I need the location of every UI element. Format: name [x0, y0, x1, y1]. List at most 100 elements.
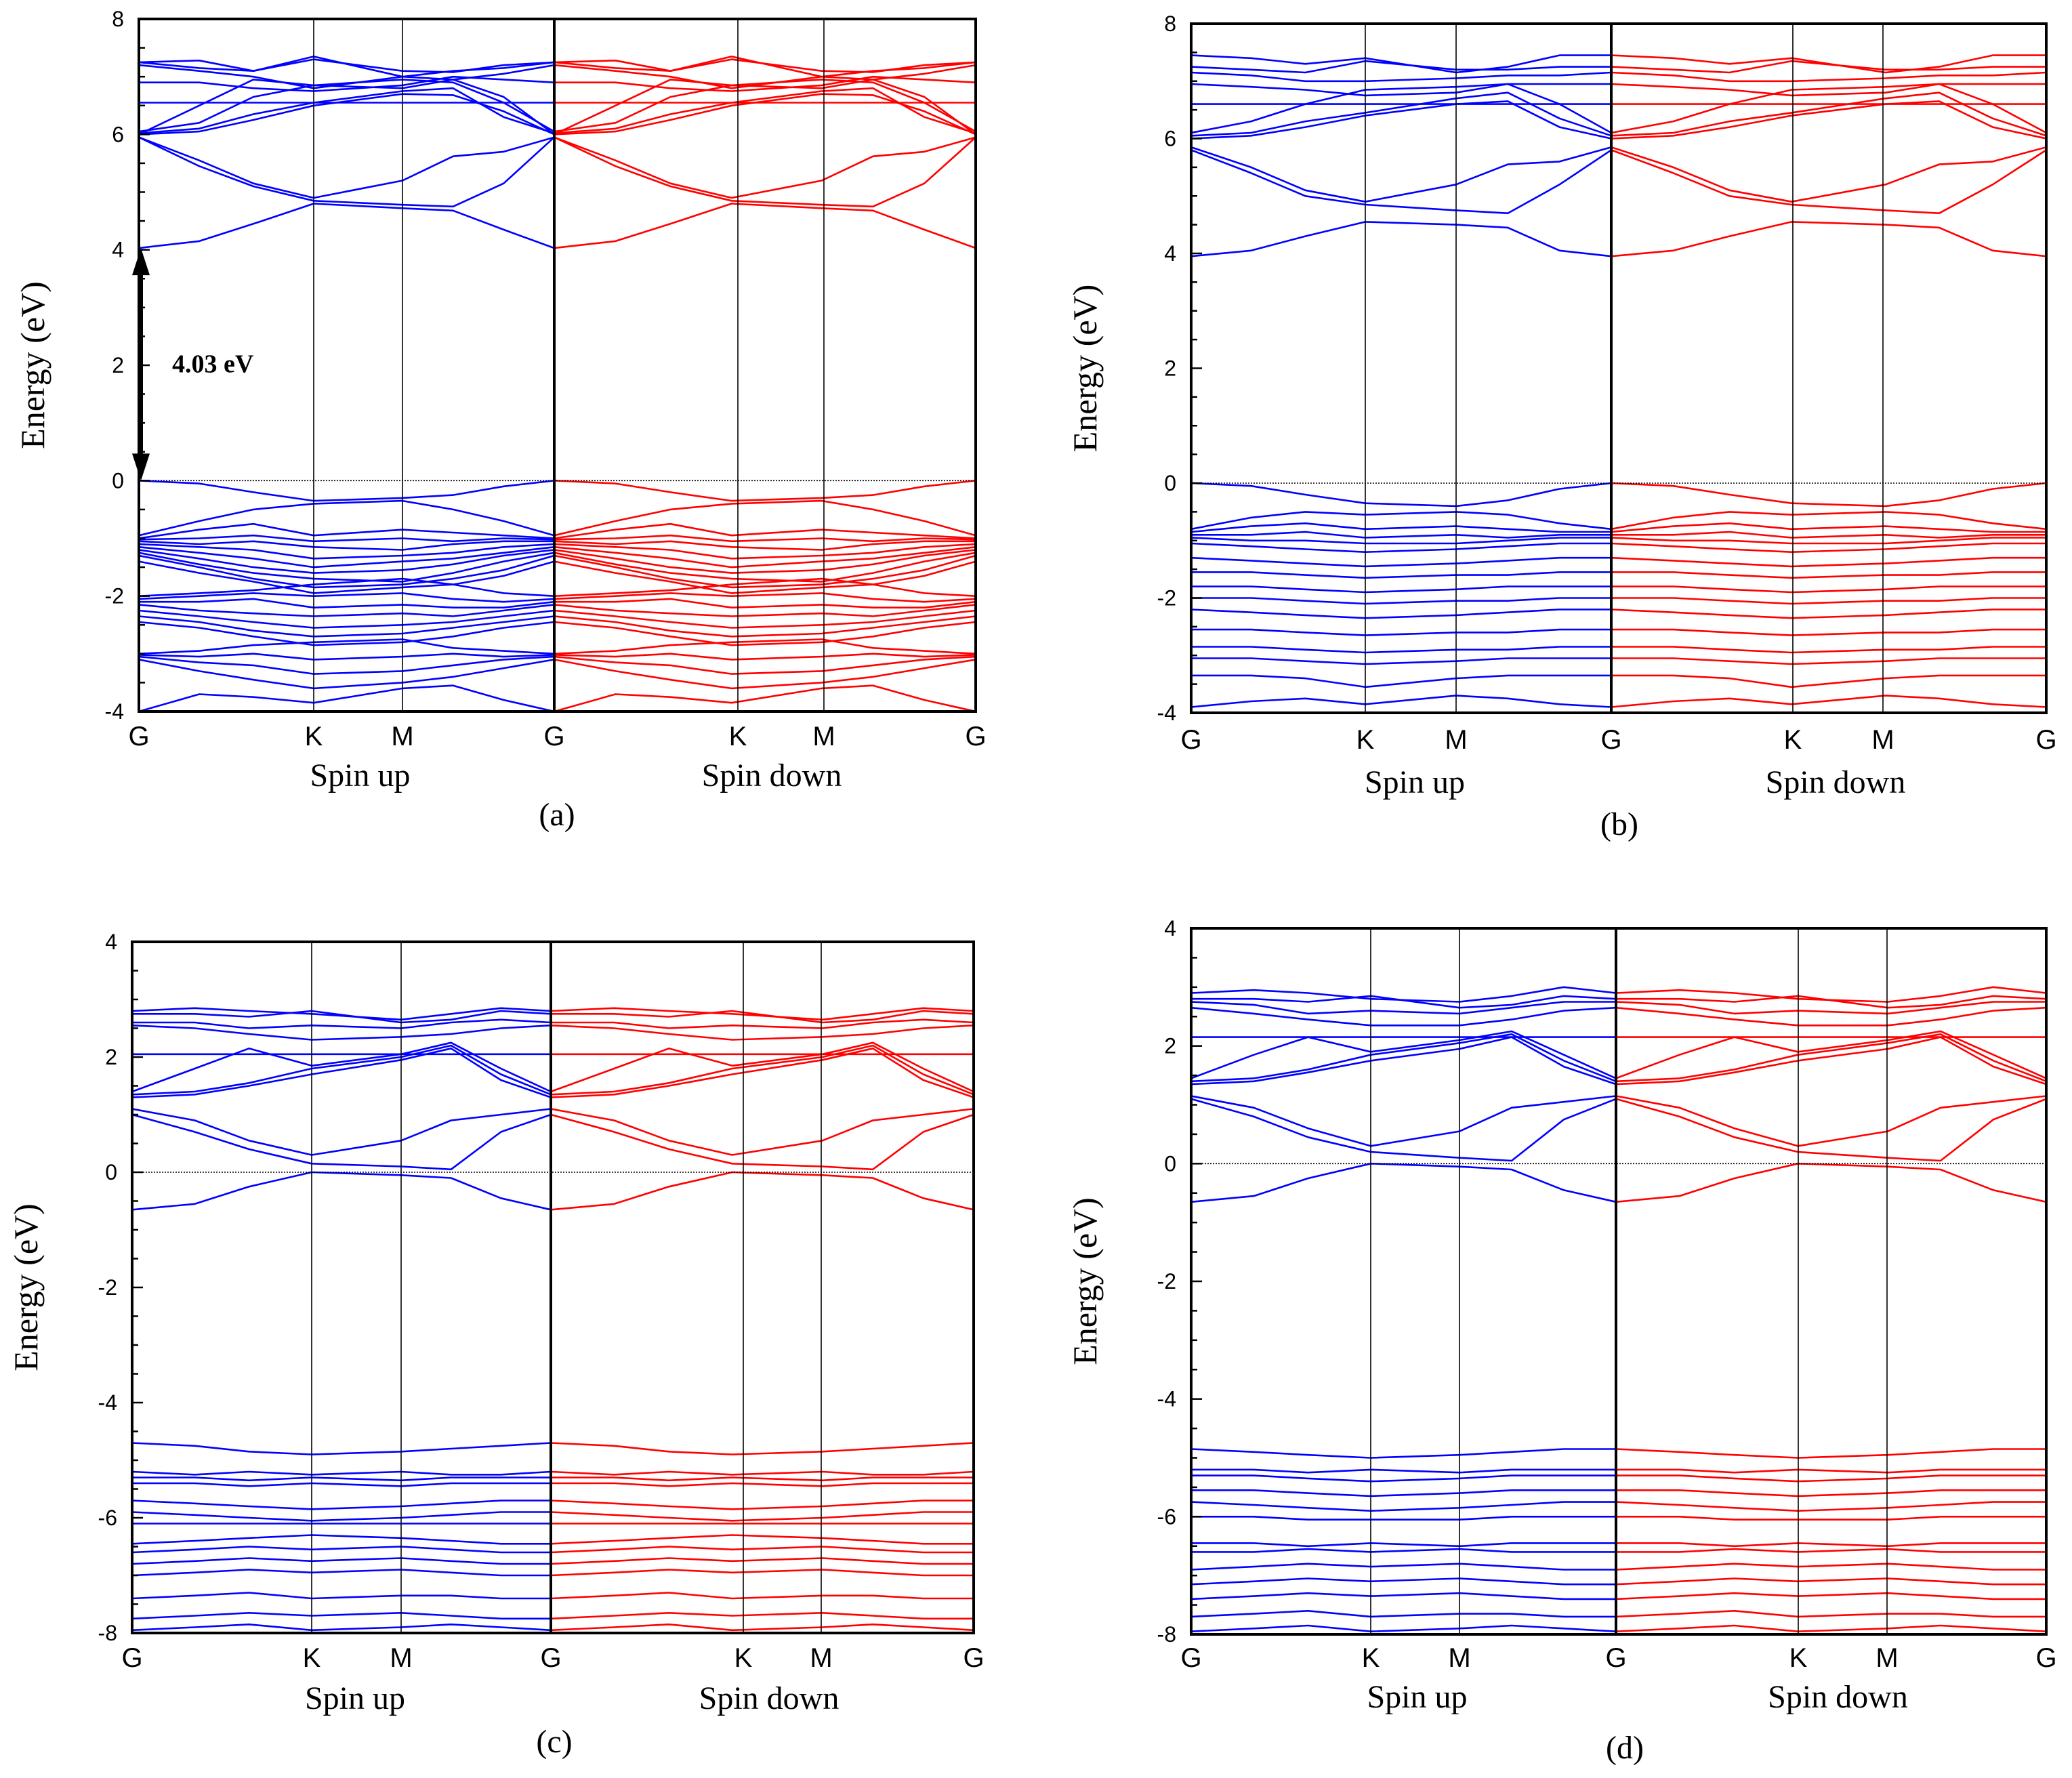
- band-down-c5: [1615, 1033, 2046, 1083]
- band-down-v12: [1615, 1610, 2046, 1618]
- band-down-v13: [554, 592, 976, 603]
- band-up-c2: [1191, 1098, 1617, 1162]
- y-tick-label: -6: [1157, 1504, 1176, 1529]
- band-up-v11: [1191, 608, 1611, 619]
- band-down-v16: [1611, 695, 2046, 708]
- band-down-v4: [551, 1482, 974, 1487]
- band-up-c9: [1191, 1001, 1616, 1015]
- y-tick-label: 8: [1164, 12, 1176, 36]
- band-down-c5: [550, 1044, 974, 1096]
- band-up-c11: [1191, 54, 1611, 74]
- band-down-c9: [554, 75, 976, 92]
- kpoint-label-4: K: [1789, 1643, 1808, 1673]
- band-down-v12: [550, 1592, 974, 1600]
- band-down-c2: [1615, 1098, 2046, 1162]
- band-down-v1: [1615, 1448, 2046, 1459]
- y-axis: -8 -6 -4 -2 0 2 4: [1157, 916, 1202, 1647]
- band-up-v13: [132, 1612, 551, 1620]
- kpoint-label-1: K: [305, 722, 323, 751]
- y-tick-label: 2: [105, 1045, 117, 1069]
- band-up-v13: [1191, 646, 1611, 654]
- gap-annotation-label: 4.03 eV: [172, 350, 254, 379]
- y-axis-label: Energy (eV): [1066, 285, 1104, 453]
- band-up-v14: [1191, 657, 1611, 665]
- band-up-v10: [139, 554, 555, 589]
- band-down-v15: [554, 604, 976, 617]
- band-up-c2: [132, 1113, 552, 1171]
- band-down-v8: [554, 549, 976, 574]
- band-up-v7: [139, 546, 555, 568]
- spin-down-label: Spin down: [702, 758, 842, 793]
- band-down-v10: [1615, 1577, 2046, 1586]
- band-up-c8: [1191, 1006, 1617, 1027]
- band-down-c4: [1615, 1036, 2046, 1086]
- band-down-c4: [1611, 100, 2046, 140]
- band-up-c1: [132, 1171, 552, 1211]
- band-down-v6: [1616, 1516, 2046, 1521]
- band-down-c5: [554, 87, 976, 134]
- panel-caption: (b): [1600, 806, 1638, 842]
- band-up-c5: [139, 87, 555, 134]
- spin-up-label: Spin up: [1365, 764, 1465, 800]
- band-down-v8: [1616, 1548, 2046, 1553]
- band-up-v20: [139, 653, 555, 661]
- band-down-v9: [550, 1546, 974, 1554]
- kpoint-label-4: K: [729, 722, 747, 751]
- band-up-v6: [1191, 1516, 1616, 1521]
- band-up-v13: [1191, 1624, 1617, 1632]
- band-down-c1: [1615, 1163, 2046, 1203]
- band-up-c9: [139, 75, 555, 92]
- band-up-v8: [1191, 571, 1611, 579]
- band-up-v7: [1191, 1542, 1616, 1548]
- kpoint-label-5: M: [1876, 1643, 1898, 1673]
- panel-c-bands: [132, 1007, 974, 1632]
- band-up-v23: [139, 684, 555, 711]
- band-up-v17: [139, 615, 555, 638]
- band-down-v11: [550, 1569, 974, 1577]
- y-tick-label: 2: [112, 353, 124, 377]
- y-tick-label: 2: [1164, 356, 1176, 381]
- kpoint-label-1: K: [1356, 725, 1375, 755]
- kpoint-label-5: M: [812, 722, 835, 751]
- band-up-v15: [1191, 674, 1611, 688]
- band-down-v22: [554, 659, 976, 690]
- band-down-v14: [1611, 657, 2046, 665]
- y-tick-label: -2: [1157, 586, 1176, 611]
- band-down-v13: [1611, 646, 2046, 654]
- band-down-c8: [1615, 1006, 2046, 1027]
- band-down-v5: [554, 540, 976, 551]
- y-tick-label: -4: [1157, 701, 1176, 725]
- band-up-c4: [139, 93, 555, 136]
- band-down-v5: [550, 1500, 974, 1510]
- band-up-c6: [132, 1041, 552, 1093]
- band-up-v12: [132, 1592, 551, 1600]
- band-up-v9: [1191, 585, 1611, 594]
- kpoint-label-2: M: [391, 722, 413, 751]
- band-down-c9: [1615, 1001, 2046, 1015]
- band-down-c9: [1611, 71, 2046, 83]
- band-up-v8: [1191, 1548, 1616, 1553]
- panel-a-bands: [139, 56, 976, 711]
- gap-arrow-head-bottom: [132, 453, 150, 481]
- kpoint-label-4: K: [734, 1643, 753, 1673]
- panel-d-bands: [1191, 986, 2046, 1632]
- band-down-v14: [550, 1624, 974, 1632]
- y-tick-label: 4: [1164, 241, 1176, 266]
- kpoint-label-3: G: [1600, 725, 1621, 755]
- band-up-v7: [1191, 556, 1611, 568]
- y-axis-label: Energy (eV): [14, 281, 51, 449]
- band-up-c3: [1191, 1095, 1617, 1147]
- kpoint-label-1: K: [1362, 1643, 1380, 1673]
- y-axis: -8 -6 -4 -2 0 2 4: [98, 930, 143, 1645]
- band-down-v1: [1611, 482, 2046, 508]
- band-down-v7: [554, 546, 976, 568]
- band-up-v10: [1191, 597, 1611, 605]
- band-up-c1: [1191, 221, 1612, 257]
- y-tick-label: 6: [112, 122, 124, 146]
- band-down-v5: [1611, 537, 2046, 545]
- band-down-c2: [550, 1113, 974, 1171]
- y-tick-label: 4: [105, 930, 117, 954]
- band-down-v17: [554, 615, 976, 638]
- band-down-v3: [551, 1476, 974, 1482]
